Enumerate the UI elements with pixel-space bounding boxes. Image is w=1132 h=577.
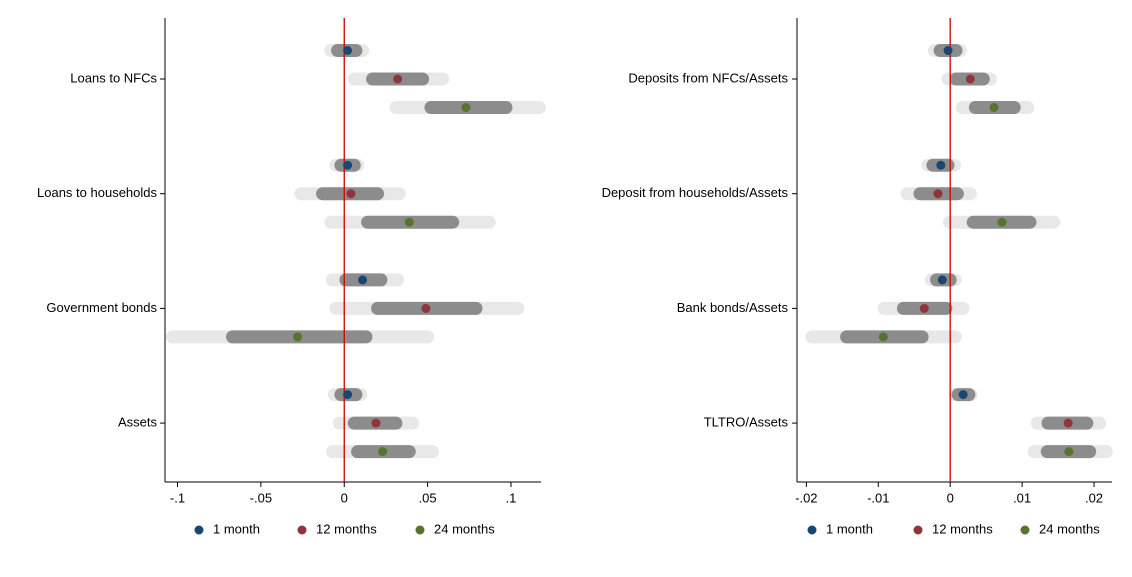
point-estimate bbox=[393, 74, 403, 84]
legend-label: 1 month bbox=[213, 521, 260, 536]
point-estimate bbox=[343, 46, 353, 55]
legend-label: 12 months bbox=[932, 521, 993, 536]
y-tick-label: Bank bonds/Assets bbox=[677, 300, 789, 315]
legend-label: 12 months bbox=[316, 521, 377, 536]
x-tick-label: .02 bbox=[1085, 490, 1103, 505]
x-tick-label: .01 bbox=[1013, 490, 1031, 505]
y-tick-label: Deposit from households/Assets bbox=[602, 185, 789, 200]
point-estimate bbox=[1064, 447, 1074, 457]
x-tick-label: -.01 bbox=[867, 490, 889, 505]
point-estimate bbox=[378, 447, 388, 457]
point-estimate bbox=[343, 390, 353, 400]
point-estimate bbox=[989, 103, 999, 112]
point-estimate bbox=[371, 418, 381, 428]
legend-marker bbox=[194, 525, 204, 535]
point-estimate bbox=[878, 332, 888, 342]
x-tick-label: 0 bbox=[341, 490, 348, 505]
point-estimate bbox=[1063, 418, 1073, 428]
point-estimate bbox=[919, 303, 929, 313]
point-estimate bbox=[997, 217, 1007, 227]
legend-marker bbox=[1020, 525, 1030, 535]
y-tick-label: Deposits from NFCs/Assets bbox=[628, 70, 788, 85]
point-estimate bbox=[343, 160, 353, 170]
y-tick-label: TLTRO/Assets bbox=[704, 415, 789, 430]
y-tick-label: Assets bbox=[118, 415, 158, 430]
x-tick-label: .05 bbox=[419, 490, 437, 505]
legend-marker bbox=[807, 525, 817, 535]
legend-marker bbox=[415, 525, 425, 535]
y-tick-label: Loans to NFCs bbox=[70, 70, 157, 85]
point-estimate bbox=[421, 303, 431, 313]
legend-marker bbox=[297, 525, 307, 535]
x-tick-label: -.02 bbox=[795, 490, 817, 505]
point-estimate bbox=[358, 275, 368, 285]
point-estimate bbox=[958, 390, 968, 400]
point-estimate bbox=[936, 160, 946, 170]
y-tick-label: Government bonds bbox=[46, 300, 157, 315]
point-estimate bbox=[293, 332, 303, 342]
legend-marker bbox=[913, 525, 923, 535]
point-estimate bbox=[461, 103, 471, 112]
point-estimate bbox=[933, 189, 943, 199]
point-estimate bbox=[404, 217, 414, 227]
x-tick-label: 0 bbox=[947, 490, 954, 505]
legend-label: 1 month bbox=[826, 521, 873, 536]
point-estimate bbox=[346, 189, 356, 199]
x-tick-label: -.05 bbox=[250, 490, 272, 505]
point-estimate bbox=[965, 74, 975, 84]
point-estimate bbox=[937, 275, 947, 285]
point-estimate bbox=[943, 46, 953, 55]
y-tick-label: Loans to households bbox=[37, 185, 157, 200]
x-tick-label: -.1 bbox=[170, 490, 185, 505]
legend-label: 24 months bbox=[434, 521, 495, 536]
x-tick-label: .1 bbox=[506, 490, 517, 505]
legend-label: 24 months bbox=[1039, 521, 1100, 536]
